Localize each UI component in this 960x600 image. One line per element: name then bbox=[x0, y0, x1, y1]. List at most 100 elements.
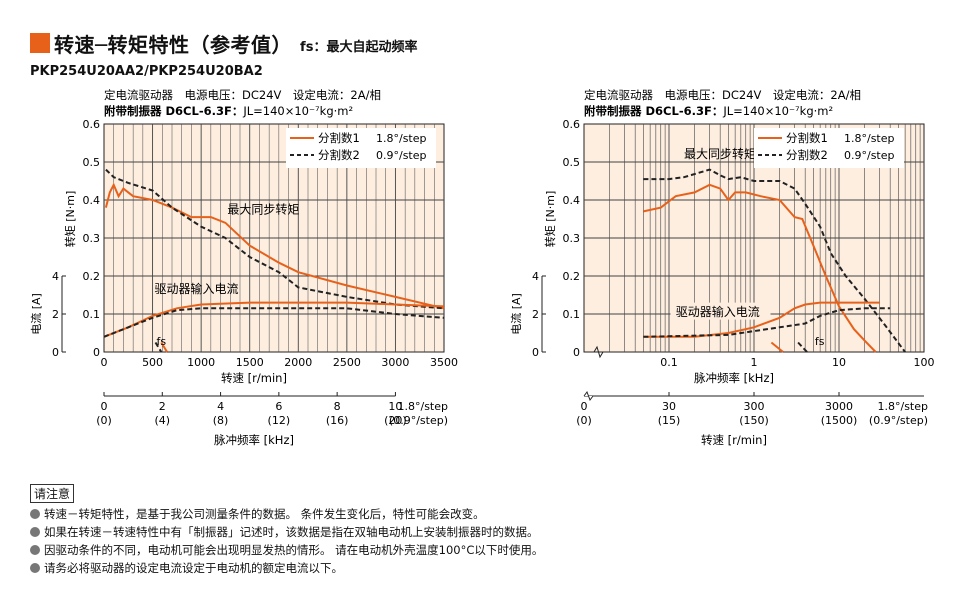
secondary-tick-bottom: (12) bbox=[268, 414, 291, 427]
y2-tick-label: 2 bbox=[52, 308, 59, 321]
torque-line-2 bbox=[105, 168, 445, 310]
chart-info-line1: 定电流驱动器 电源电压：DC24V 设定电流：2A/相 bbox=[104, 88, 381, 102]
chart-info-line1: 定电流驱动器 电源电压：DC24V 设定电流：2A/相 bbox=[584, 88, 861, 102]
secondary-tick-bottom: (1500) bbox=[821, 414, 858, 427]
x-tick-label: 1 bbox=[751, 356, 758, 369]
y-tick-label: 0 bbox=[93, 346, 100, 359]
secondary-tick-bottom: (0) bbox=[576, 414, 592, 427]
title-text: 转速─转矩特性（参考值） bbox=[54, 32, 293, 57]
x-tick-label: 3000 bbox=[381, 356, 409, 369]
annotation-fs: fs bbox=[156, 335, 166, 348]
x-tick-label: 3500 bbox=[430, 356, 458, 369]
x-tick-label: 0.1 bbox=[660, 356, 678, 369]
x-tick-label: 1500 bbox=[236, 356, 264, 369]
annotation-torque: 最大同步转矩 bbox=[684, 146, 756, 161]
torque-line-1 bbox=[643, 183, 877, 353]
chart-info-line2: 附带制振器 D6CL-6.3F：JL=140×10⁻⁷kg·m² bbox=[104, 104, 353, 118]
chart-info-inertia: JL=140×10⁻⁷kg·m² bbox=[242, 104, 353, 118]
y2-axis-label: 电流 [A] bbox=[29, 293, 43, 335]
secondary-axis-label: 脉冲频率 [kHz] bbox=[214, 433, 294, 447]
model-number: PKP254U20AA2/PKP254U20BA2 bbox=[30, 64, 263, 79]
y-tick-label: 0.3 bbox=[83, 232, 101, 245]
x-tick-label: 0 bbox=[101, 356, 108, 369]
note-text: 请务必将驱动器的设定电流设定于电动机的额定电流以下。 bbox=[44, 561, 343, 575]
page-title: 转速─转矩特性（参考值） fs：最大自起动频率 bbox=[30, 30, 418, 57]
fs-line-1 bbox=[160, 341, 168, 353]
secondary-tick-bottom: (150) bbox=[739, 414, 769, 427]
legend-step-1: 1.8°/step bbox=[844, 132, 895, 145]
legend-name-2: 分割数2 bbox=[786, 148, 828, 162]
y-tick-label: 0.6 bbox=[83, 118, 101, 131]
y2-tick-label: 4 bbox=[532, 270, 539, 283]
legend-step-2: 0.9°/step bbox=[844, 149, 895, 162]
y-tick-label: 0 bbox=[573, 346, 580, 359]
y2-tick-label: 4 bbox=[52, 270, 59, 283]
chart-info-damper: 附带制振器 D6CL-6.3F： bbox=[584, 104, 723, 118]
y-tick-label: 0.4 bbox=[563, 194, 581, 207]
bullet-icon bbox=[30, 527, 40, 537]
secondary-tick-top: 0 bbox=[581, 400, 588, 413]
secondary-tick-top: 2 bbox=[159, 400, 166, 413]
current-line-1 bbox=[643, 301, 880, 338]
y-tick-label: 0.1 bbox=[83, 308, 101, 321]
secondary-tick-bottom: (15) bbox=[658, 414, 681, 427]
bullet-icon bbox=[30, 545, 40, 555]
y2-tick-label: 0 bbox=[52, 346, 59, 359]
note-text: 因驱动条件的不同，电动机可能会出现明显发热的情形。 请在电动机外壳温度100°C… bbox=[44, 543, 544, 557]
y-tick-label: 0.4 bbox=[83, 194, 101, 207]
secondary-unit-bottom: (0.9°/step) bbox=[869, 414, 928, 427]
chart-info-inertia: JL=140×10⁻⁷kg·m² bbox=[722, 104, 833, 118]
chart-info-damper: 附带制振器 D6CL-6.3F： bbox=[104, 104, 243, 118]
legend-box bbox=[754, 128, 904, 168]
x-tick-label: 100 bbox=[914, 356, 935, 369]
y2-tick-label: 0 bbox=[532, 346, 539, 359]
x-tick-label: 2000 bbox=[284, 356, 312, 369]
legend-step-2: 0.9°/step bbox=[376, 149, 427, 162]
secondary-unit-top: 1.8°/step bbox=[878, 400, 929, 413]
secondary-tick-bottom: (4) bbox=[154, 414, 170, 427]
note-item: 请务必将驱动器的设定电流设定于电动机的额定电流以下。 bbox=[30, 559, 543, 577]
secondary-axis-break-icon bbox=[583, 390, 594, 402]
axis-break-icon bbox=[593, 345, 604, 359]
y-tick-label: 0.2 bbox=[563, 270, 581, 283]
secondary-unit-bottom: (0.9°/step) bbox=[389, 414, 448, 427]
annotation-current: 驱动器输入电流 bbox=[155, 281, 239, 296]
secondary-tick-top: 30 bbox=[662, 400, 676, 413]
secondary-tick-top: 3000 bbox=[825, 400, 853, 413]
title-subtitle: fs：最大自起动频率 bbox=[300, 39, 418, 55]
fs-line-2 bbox=[154, 341, 163, 353]
secondary-tick-bottom: (0) bbox=[96, 414, 112, 427]
title-square-icon bbox=[30, 33, 50, 53]
y-tick-label: 0.3 bbox=[563, 232, 581, 245]
secondary-tick-bottom: (20) bbox=[384, 414, 407, 427]
y-tick-label: 0.1 bbox=[563, 308, 581, 321]
y-tick-label: 0.6 bbox=[563, 118, 581, 131]
current-line-2 bbox=[643, 307, 891, 338]
chart-info-line2: 附带制振器 D6CL-6.3F：JL=140×10⁻⁷kg·m² bbox=[584, 104, 833, 118]
legend-name-1: 分割数1 bbox=[786, 131, 828, 145]
secondary-tick-top: 10 bbox=[388, 400, 402, 413]
secondary-tick-top: 4 bbox=[217, 400, 224, 413]
legend-name-1: 分割数1 bbox=[318, 131, 360, 145]
notes-header: 请注意 bbox=[30, 484, 75, 503]
notes-section: 请注意 转速－转矩特性，是基于我公司测量条件的数据。 条件发生变化后，特性可能会… bbox=[30, 484, 543, 577]
secondary-tick-bottom: (8) bbox=[213, 414, 229, 427]
torque-line-1 bbox=[104, 182, 445, 310]
note-item: 如果在转速－转速特性中有「制振器」记述时，该数据是指在双轴电动机上安装制振器时的… bbox=[30, 523, 543, 541]
secondary-tick-top: 300 bbox=[744, 400, 765, 413]
annotation-torque: 最大同步转矩 bbox=[227, 201, 299, 216]
bullet-icon bbox=[30, 509, 40, 519]
fs-line-1 bbox=[770, 341, 784, 353]
x-tick-label: 2500 bbox=[333, 356, 361, 369]
torque-line-2 bbox=[643, 168, 906, 353]
annotation-current: 驱动器输入电流 bbox=[676, 304, 760, 319]
y-axis-label: 转矩 [N·m] bbox=[543, 191, 557, 248]
x-axis-label: 转速 [r/min] bbox=[221, 371, 287, 385]
secondary-axis-label: 转速 [r/min] bbox=[701, 433, 767, 447]
note-text: 转速－转矩特性，是基于我公司测量条件的数据。 条件发生变化后，特性可能会改变。 bbox=[44, 507, 485, 521]
x-tick-label: 500 bbox=[142, 356, 163, 369]
x-tick-label: 1000 bbox=[187, 356, 215, 369]
y2-axis-label: 电流 [A] bbox=[509, 293, 523, 335]
